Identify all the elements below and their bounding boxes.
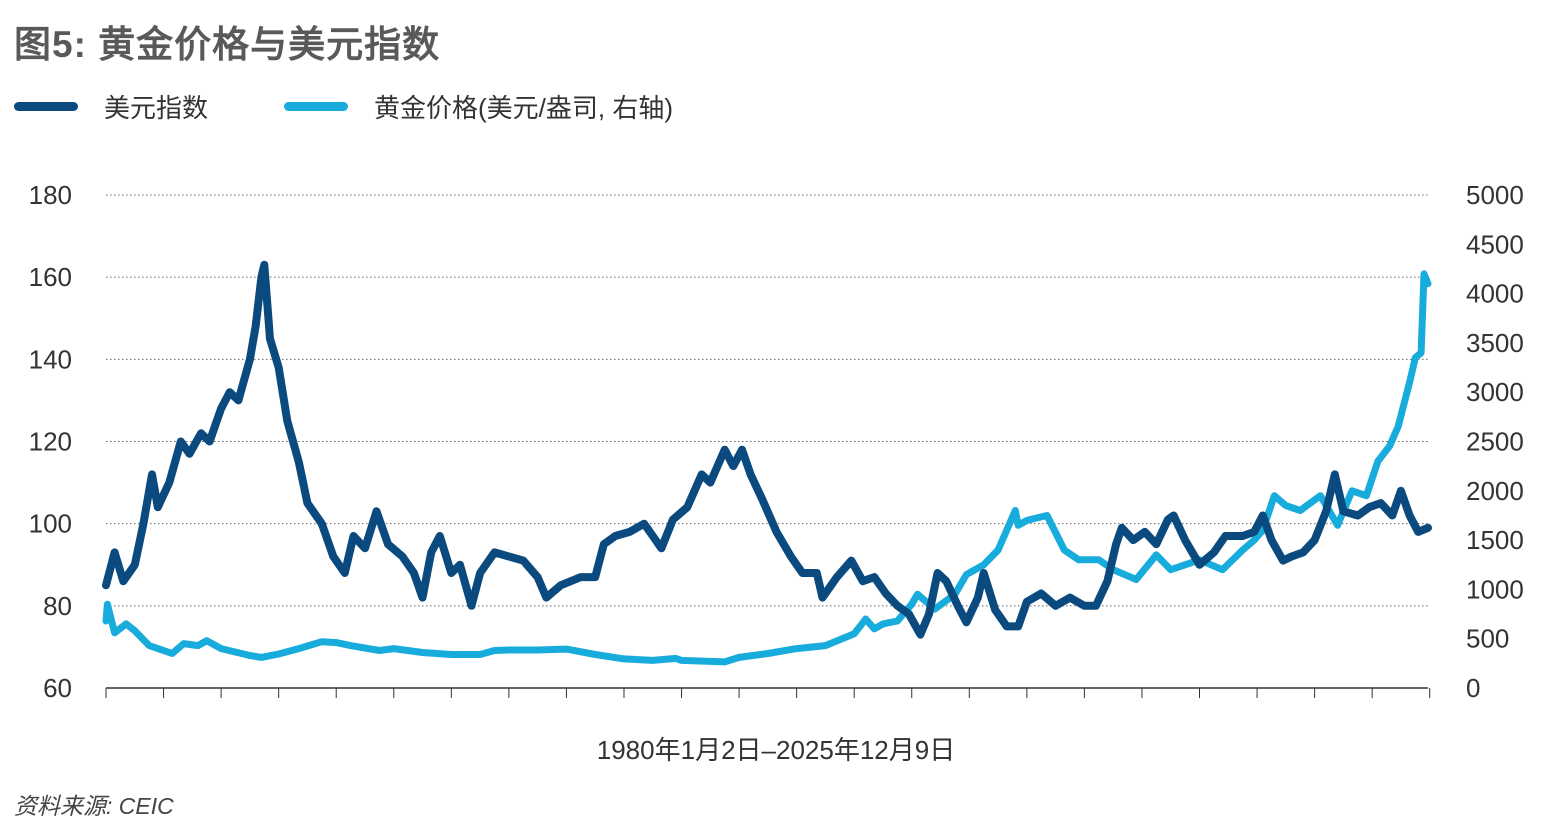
y-left-tick-label: 160	[29, 262, 72, 292]
y-right-tick-label: 4000	[1466, 279, 1524, 309]
y-right-tick-label: 500	[1466, 624, 1509, 654]
y-right-tick-label: 2000	[1466, 476, 1524, 506]
y-right-tick-label: 2500	[1466, 427, 1524, 457]
y-right-tick-label: 0	[1466, 673, 1480, 703]
y-left-tick-label: 180	[29, 180, 72, 210]
y-left-tick-label: 100	[29, 509, 72, 539]
y-right-tick-label: 5000	[1466, 180, 1524, 210]
legend-swatch-dxy	[14, 102, 78, 111]
chart-title: 图5: 黄金价格与美元指数	[14, 24, 441, 65]
legend: 美元指数 黄金价格(美元/盎司, 右轴)	[14, 88, 749, 125]
y-right-tick-label: 1500	[1466, 525, 1524, 555]
series-line-gold	[102, 270, 1432, 666]
x-axis-label: 1980年1月2日–2025年12月9日	[596, 735, 956, 765]
y-right-tick-label: 4500	[1466, 229, 1524, 259]
legend-swatch-gold	[284, 102, 349, 111]
legend-item-dxy: 美元指数	[14, 88, 208, 125]
source-note: 资料来源: CEIC	[14, 793, 174, 819]
y-right-tick-label: 3000	[1466, 377, 1524, 407]
y-right-tick-label: 1000	[1466, 574, 1524, 604]
y-left-tick-label: 60	[43, 673, 72, 703]
y-left-tick-label: 80	[43, 591, 72, 621]
y-left-tick-label: 120	[29, 427, 72, 457]
y-left-tick-label: 140	[29, 344, 72, 374]
legend-label-dxy: 美元指数	[104, 93, 209, 123]
legend-item-gold: 黄金价格(美元/盎司, 右轴)	[284, 88, 673, 125]
y-right-tick-label: 3500	[1466, 328, 1524, 358]
series-line-dxy	[102, 260, 1432, 639]
legend-label-gold: 黄金价格(美元/盎司, 右轴)	[374, 93, 674, 123]
